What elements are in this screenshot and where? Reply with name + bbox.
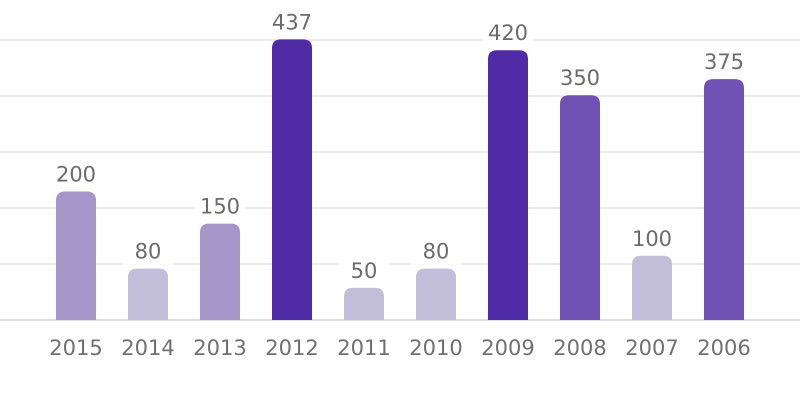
- x-tick-labels: 2015 2014 2013 2012 2011 2010 2009 2008 2007 2006: [49, 336, 750, 360]
- x-tick-label-2013: 2013: [193, 336, 246, 360]
- bar-2013: [200, 223, 240, 320]
- value-labels: 200 80 150 437 50 80 420 350 100 375: [50, 7, 750, 284]
- bar-2007: [632, 255, 672, 320]
- value-label-2007: 100: [632, 227, 672, 251]
- value-label-2015: 200: [56, 163, 96, 187]
- x-tick-label-2007: 2007: [625, 336, 678, 360]
- x-tick-label-2008: 2008: [553, 336, 606, 360]
- value-label-bg: [266, 7, 318, 36]
- value-label-bg: [194, 191, 246, 220]
- x-tick-label-2010: 2010: [409, 336, 462, 360]
- gridlines: [0, 39, 800, 321]
- x-tick-label-2012: 2012: [265, 336, 318, 360]
- value-label-bg: [698, 47, 750, 76]
- bar-2010: [416, 268, 456, 320]
- value-label-2013: 150: [200, 195, 240, 219]
- bar-2012: [272, 39, 312, 320]
- value-label-bg: [482, 18, 534, 47]
- value-label-bg: [410, 236, 462, 265]
- bar-2014: [128, 268, 168, 320]
- x-tick-label-2009: 2009: [481, 336, 534, 360]
- bar-2011: [344, 287, 384, 320]
- value-label-2011: 50: [351, 259, 378, 283]
- value-label-bg: [554, 63, 606, 92]
- bar-2006: [704, 79, 744, 320]
- value-label-bg: [338, 255, 390, 284]
- bar-2015: [56, 191, 96, 320]
- value-label-2006: 375: [704, 50, 744, 74]
- bar-2009: [488, 50, 528, 320]
- x-tick-label-2015: 2015: [49, 336, 102, 360]
- bars: [56, 39, 744, 320]
- x-tick-label-2014: 2014: [121, 336, 174, 360]
- value-label-2012: 437: [272, 10, 312, 34]
- value-label-2008: 350: [560, 66, 600, 90]
- value-label-2014: 80: [135, 240, 162, 264]
- value-label-2009: 420: [488, 21, 528, 45]
- value-label-bg: [626, 223, 678, 252]
- bar-2008: [560, 95, 600, 320]
- value-label-2010: 80: [423, 240, 450, 264]
- x-tick-label-2006: 2006: [697, 336, 750, 360]
- value-label-bg: [50, 159, 102, 188]
- value-label-bg: [122, 236, 174, 265]
- x-tick-label-2011: 2011: [337, 336, 390, 360]
